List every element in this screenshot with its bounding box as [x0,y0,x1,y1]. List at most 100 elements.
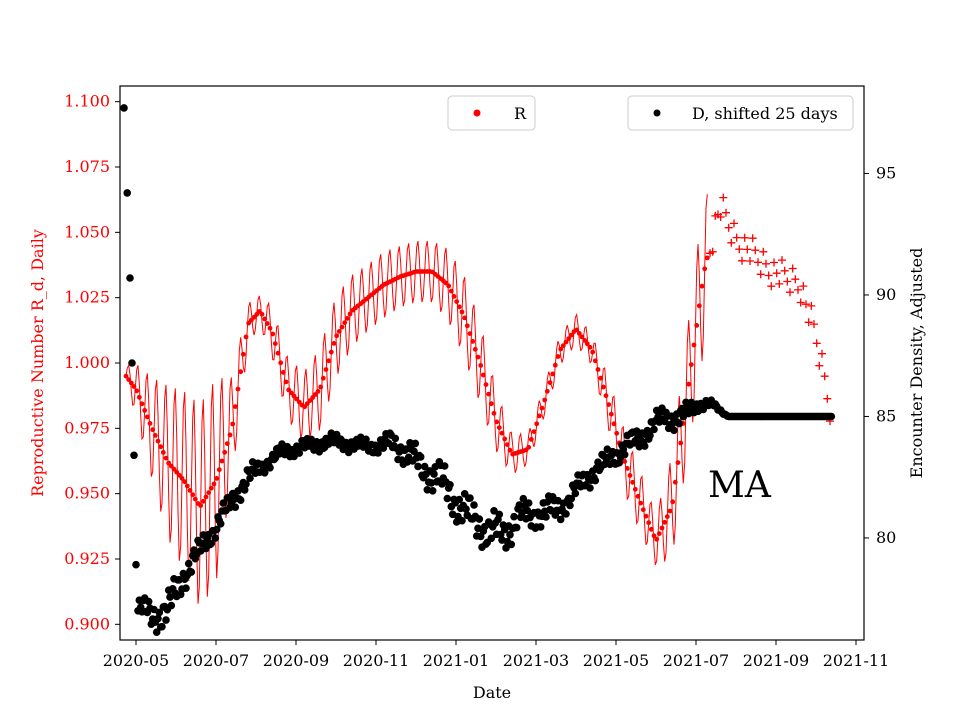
r-point [539,405,545,411]
r-point [598,375,604,381]
d-point [123,189,131,197]
r-point [198,503,204,508]
r-point [126,377,132,382]
r-point [526,444,532,450]
r-point [558,346,564,352]
r-point [531,429,537,434]
r-point [582,338,588,343]
r-point [534,421,540,427]
d-point [446,481,454,489]
r-point [568,332,574,338]
d-point [240,486,249,494]
r-point [464,323,470,329]
x-axis-label: Date [473,683,511,702]
r-point [270,331,276,337]
r-point [704,255,710,261]
d-point [556,515,565,524]
r-point [494,419,500,425]
x-tick-label: 2020-11 [343,651,409,670]
r-cross-point [762,259,770,268]
d-point [158,622,166,631]
y-right-tick-label: 95 [876,163,896,182]
r-point [336,329,342,334]
r-point [584,341,590,347]
d-point [510,512,518,521]
r-cross-point [770,258,778,267]
d-point [440,462,449,470]
d-point [120,104,128,112]
r-point [262,316,268,322]
x-tick-label: 2021-07 [663,651,729,670]
y-left-tick-label: 1.075 [64,157,110,176]
y-axis-right: 80 85 90 95 [864,163,896,547]
r-point [488,401,494,407]
d-point [216,520,225,528]
x-tick-label: 2020-07 [183,651,249,670]
r-cross-point [738,256,746,265]
r-point [214,476,220,481]
r-point [134,388,140,394]
r-point [216,467,222,473]
d-point [562,510,570,518]
d-point [212,525,221,534]
legend-r-marker [473,109,481,117]
r-point [446,283,452,289]
r-point [206,490,212,495]
r-point [312,392,318,397]
y-left-tick-label: 0.925 [64,549,110,568]
r-point [646,520,652,526]
r-point [259,311,265,317]
d-point [184,559,193,568]
r-point [238,369,244,375]
legend-d-box [627,95,854,131]
r-point [182,479,188,485]
d-point [443,494,452,503]
r-point [344,316,350,321]
r-point [595,367,601,372]
r-point [454,299,460,304]
d-point [620,450,629,459]
d-point [670,426,678,435]
r-point [579,334,585,340]
d-point [458,516,466,525]
r-point [288,390,294,396]
r-point [656,531,662,536]
y-axis-right-label: Encounter Density, Adjusted [907,248,926,479]
r-point [691,342,697,348]
r-point [544,388,550,394]
y-left-tick-label: 0.900 [64,614,110,633]
d-point [524,499,533,507]
r-cross-point [783,277,792,286]
r-point [614,430,620,436]
r-point [627,473,633,478]
d-point [130,451,138,460]
r-point [128,380,134,386]
d-point [242,480,250,488]
r-point [688,362,694,367]
d-point [542,513,550,521]
r-point [307,398,313,403]
r-point [528,437,534,442]
r-point [235,386,241,392]
r-cross-point [743,245,752,254]
d-point [231,503,240,512]
r-point [131,384,137,389]
r-point [686,381,692,387]
d-point [132,560,140,569]
r-cross-point [724,223,733,232]
r-point [552,362,558,368]
r-point [323,367,329,372]
r-point [491,410,497,416]
d-point [507,540,516,549]
d-point [219,499,228,507]
d-point [166,593,174,601]
d-point [462,505,470,513]
r-point [334,333,340,339]
r-point [499,430,505,436]
r-point [638,500,644,506]
r-point [550,371,556,377]
r-point [158,444,164,450]
d-point [128,359,136,367]
r-point [483,382,489,387]
y-left-tick-label: 1.025 [64,288,110,307]
